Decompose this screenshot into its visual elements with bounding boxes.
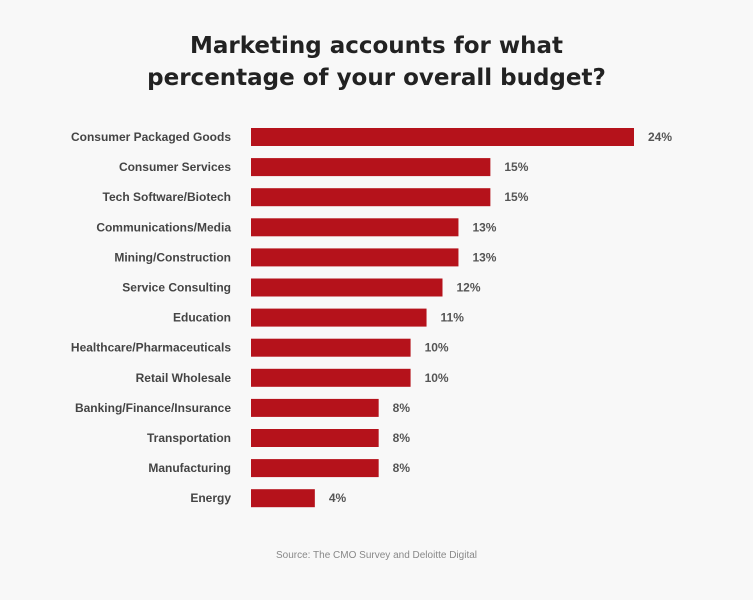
value-label: 15% [504, 190, 528, 204]
bar [251, 459, 379, 478]
bar [251, 308, 427, 327]
category-label: Energy [190, 491, 231, 505]
value-label: 8% [393, 461, 411, 475]
category-label: Service Consulting [122, 281, 231, 295]
category-label: Banking/Finance/Insurance [75, 401, 231, 415]
value-label: 8% [393, 431, 411, 445]
value-label: 8% [393, 401, 411, 415]
value-label: 13% [472, 250, 496, 264]
bar [251, 398, 379, 417]
category-label: Consumer Services [119, 160, 231, 174]
value-label: 13% [472, 220, 496, 234]
bar [251, 128, 634, 146]
value-label: 4% [329, 491, 347, 505]
category-label: Education [173, 311, 231, 325]
chart-title-line-2: percentage of your overall budget? [147, 65, 606, 91]
category-label: Healthcare/Pharmaceuticals [71, 341, 231, 355]
value-label: 10% [425, 341, 449, 355]
category-label: Consumer Packaged Goods [71, 130, 231, 144]
category-label: Retail Wholesale [136, 371, 232, 385]
bar [251, 158, 491, 177]
bar [251, 368, 411, 387]
bar [251, 278, 443, 297]
bar [251, 248, 459, 267]
bar [251, 338, 411, 357]
category-label: Transportation [147, 431, 231, 445]
chart-title: Marketing accounts for what percentage o… [0, 30, 753, 94]
category-label: Tech Software/Biotech [103, 190, 231, 204]
value-label: 11% [441, 311, 465, 325]
category-label: Mining/Construction [114, 250, 231, 264]
category-label: Communications/Media [96, 220, 231, 234]
source-note: Source: The CMO Survey and Deloitte Digi… [275, 550, 477, 561]
bar [251, 489, 315, 508]
value-label: 12% [457, 281, 481, 295]
bar [251, 218, 459, 237]
value-label: 10% [425, 371, 449, 385]
value-label: 24% [648, 130, 672, 144]
bar [251, 188, 491, 207]
bar [251, 429, 379, 447]
category-label: Manufacturing [148, 461, 231, 475]
chart-title-line-1: Marketing accounts for what [189, 33, 564, 59]
value-label: 15% [504, 160, 528, 174]
